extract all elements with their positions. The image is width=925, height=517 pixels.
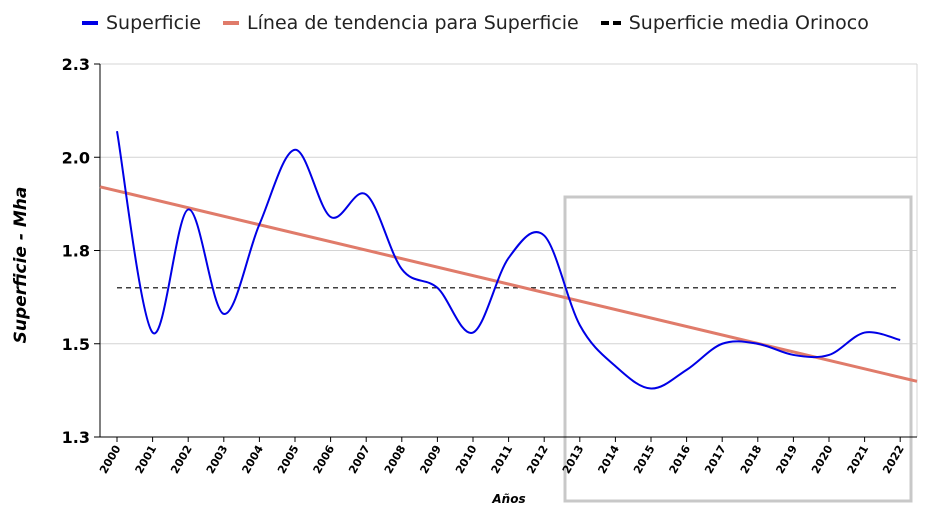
x-tick-label: 2003: [204, 443, 231, 476]
y-tick-label: 1.3: [62, 428, 90, 447]
trend-line: [99, 185, 918, 383]
x-tick-label: 2016: [667, 443, 694, 476]
x-tick-label: 2012: [524, 443, 551, 476]
legend-item-tendencia: Línea de tendencia para Superficie: [223, 12, 579, 34]
chart-legend: Superficie Línea de tendencia para Super…: [82, 12, 869, 34]
x-tick-label: 2000: [97, 443, 124, 476]
legend-item-media: Superficie media Orinoco: [600, 12, 869, 34]
x-tick-label: 2010: [453, 443, 480, 476]
y-tick-label: 1.8: [62, 242, 90, 261]
x-tick-label: 2019: [773, 443, 800, 476]
legend-swatch-tendencia: [223, 21, 240, 25]
x-tick-label: 2002: [168, 443, 195, 476]
x-tick-label: 2011: [489, 443, 516, 476]
legend-swatch-superficie: [82, 21, 98, 25]
x-tick-label: 2015: [631, 443, 658, 476]
series: [99, 130, 918, 390]
gridlines: [100, 63, 918, 438]
series-line-superficie: [116, 130, 901, 390]
x-tick-label: 2014: [595, 443, 622, 476]
x-tick-label: 2021: [845, 443, 872, 476]
x-tick-label: 2007: [346, 443, 373, 476]
x-tick-label: 2001: [133, 443, 160, 476]
x-tick-label: 2004: [239, 443, 266, 476]
axes: 1.3 1.5 1.8 2.0 2.3 2000 2001 2002 2003 2004 2005 2…: [62, 55, 917, 476]
legend-swatch-media: [600, 21, 621, 25]
legend-item-superficie: Superficie: [82, 12, 201, 34]
x-tick-label: 2022: [880, 443, 907, 476]
x-tick-label: 2020: [809, 443, 836, 476]
x-tick-label: 2009: [417, 443, 444, 476]
x-tick-label: 2018: [738, 443, 765, 476]
y-tick-label: 2.3: [62, 55, 90, 74]
legend-label-media: Superficie media Orinoco: [628, 12, 869, 34]
x-axis-title: Años: [491, 492, 525, 506]
legend-label-tendencia: Línea de tendencia para Superficie: [247, 12, 579, 34]
y-axis-title: Superficie - Mha: [11, 187, 31, 344]
x-tick-label: 2017: [702, 443, 729, 476]
legend-label-superficie: Superficie: [106, 12, 202, 34]
highlight-box: [563, 195, 913, 503]
x-tick-label: 2008: [382, 443, 409, 476]
x-tick-label: 2005: [275, 443, 302, 476]
y-tick-label: 2.0: [62, 148, 90, 167]
x-tick-label: 2006: [311, 443, 338, 476]
y-tick-label: 1.5: [62, 335, 90, 354]
